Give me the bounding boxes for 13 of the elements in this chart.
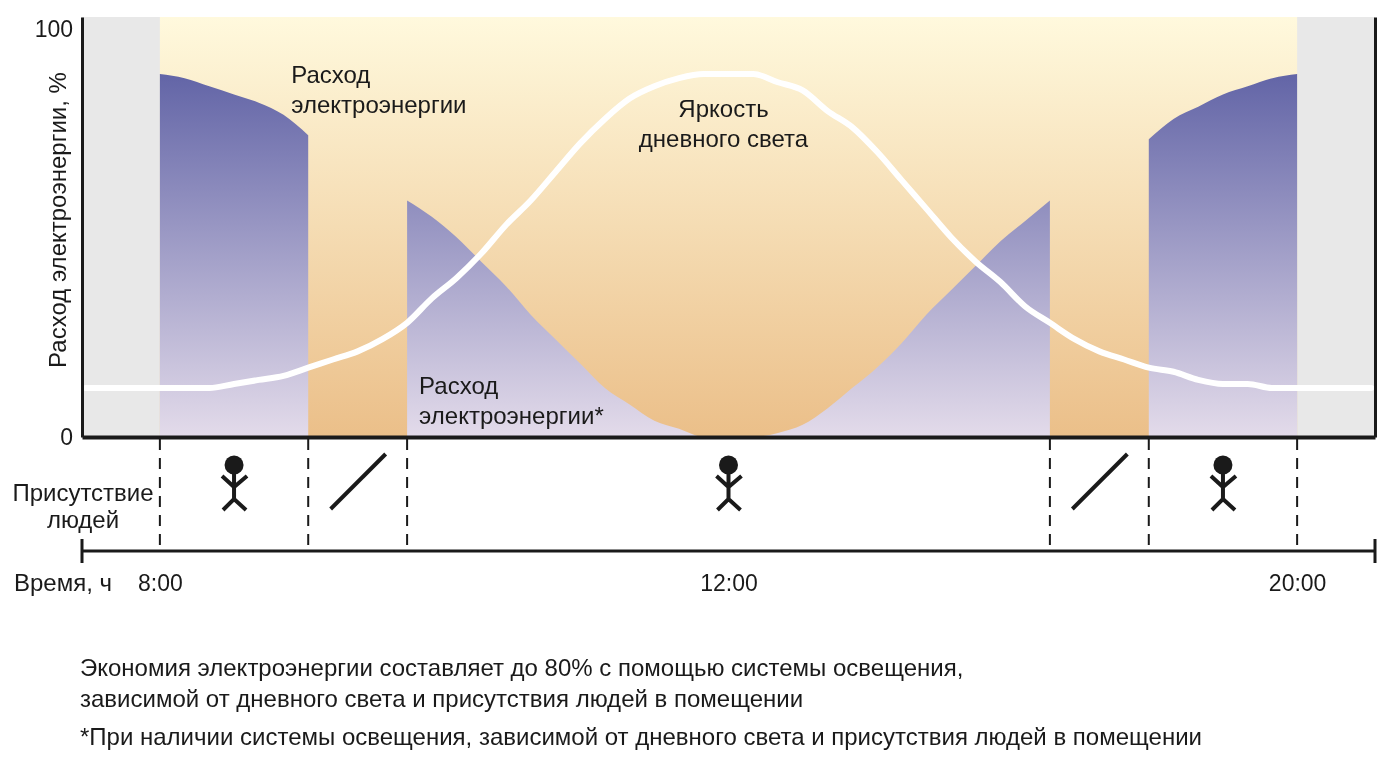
x-tick-label: 20:00 <box>1268 570 1327 597</box>
y-tick-label: 0 <box>60 423 73 450</box>
x-axis-title: Время, ч <box>14 569 113 596</box>
y-axis-title: Расход электроэнергии, % <box>44 72 71 368</box>
x-tick-label: 12:00 <box>700 570 758 597</box>
y-tick-label: 100 <box>34 16 73 43</box>
series-label: Яркость дневного света <box>638 95 809 153</box>
series-label: Расход электроэнергии* <box>419 372 604 429</box>
text: Присутствие людей <box>12 479 154 533</box>
series-label: Расход электроэнергии <box>291 61 467 119</box>
x-tick-label: 8:00 <box>137 570 183 597</box>
text: Экономия электроэнергии составляет до 80% с помощью системы освещения, зависимой от дневного света и присутствия людей в помещении <box>80 654 964 712</box>
text: *При наличии системы освещения, зависимой от дневного света и присутствия людей в помещении <box>80 723 1202 750</box>
